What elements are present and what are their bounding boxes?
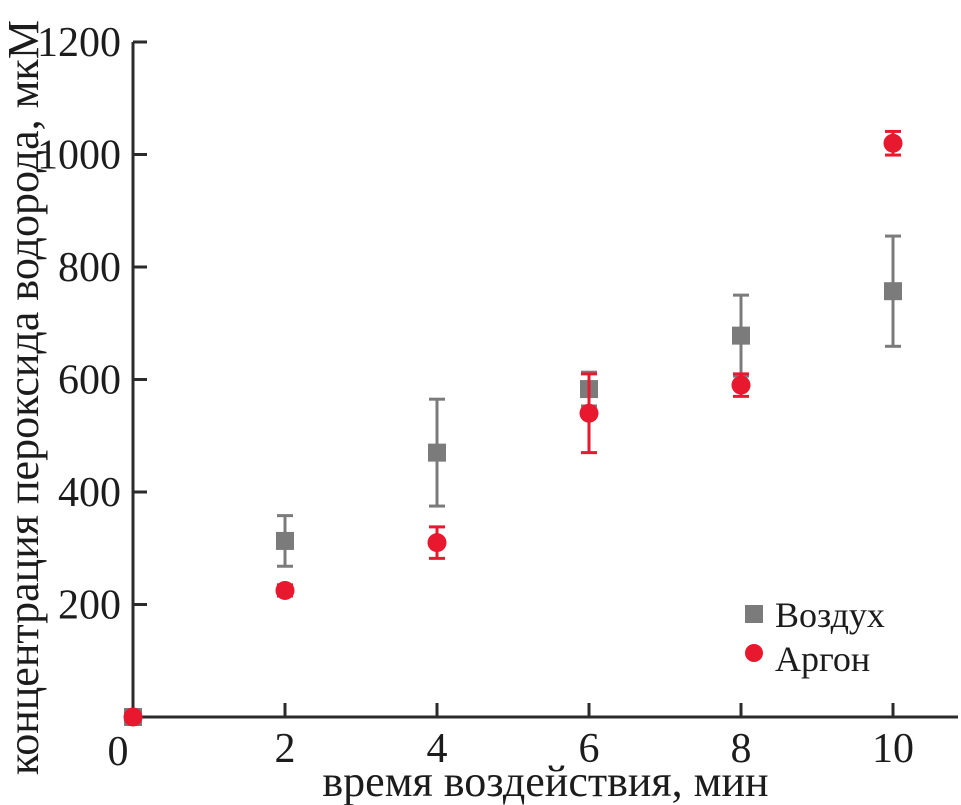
y-axis-title: концентрация пероксида водорода, мкМ [0,20,48,775]
data-point-square [732,326,750,345]
data-point-circle [427,533,447,553]
legend-label: Аргон [775,639,870,679]
x-tick-label: 8 [731,726,752,772]
legend-label: Воздух [775,595,885,635]
legend-marker-circle [745,644,763,662]
data-point-square [428,443,446,462]
data-point-circle [883,133,903,153]
y-tick-label: 200 [58,583,121,629]
data-point-square [884,282,902,301]
y-tick-label: 400 [58,470,121,516]
x-tick-label: 4 [427,726,448,772]
series-air [124,234,902,726]
data-point-square [276,531,294,550]
y-tick-label: 1000 [37,133,121,179]
x-axis-title: время воздействия, мин [322,757,768,805]
y-tick-label: 600 [58,358,121,404]
x-tick-label: 6 [579,726,600,772]
data-point-circle [731,375,751,395]
y-tick-label: 800 [58,245,121,291]
data-point-circle [275,580,295,600]
x-tick-label: 10 [872,726,914,772]
x-tick-label: 0 [108,729,129,775]
y-tick-label: 1200 [37,20,121,66]
legend-marker-square [745,605,763,623]
data-point-circle [123,707,143,727]
data-point-circle [579,403,599,423]
series-argon [123,129,903,727]
x-tick-label: 2 [275,726,296,772]
